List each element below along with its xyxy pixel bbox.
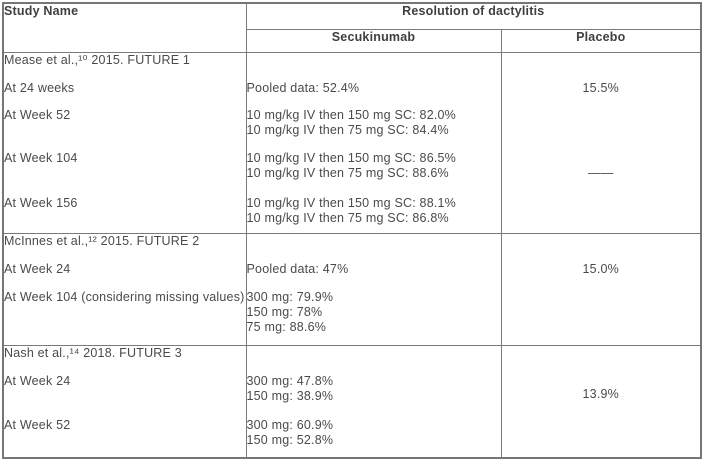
secukinumab-value-block: 10 mg/kg IV then 150 mg SC: 86.5% 10 mg/…	[247, 151, 501, 196]
secukinumab-value-block: 300 mg: 60.9% 150 mg: 52.8%	[247, 418, 501, 448]
placebo-value: 13.9%	[582, 386, 619, 401]
timepoint-label: At Week 156	[4, 195, 78, 210]
spacer	[247, 346, 501, 374]
secukinumab-value: Pooled data: 47%	[246, 261, 349, 276]
section-future2-placebo-column: 15.0%	[500, 232, 702, 346]
placebo-value: 15.5%	[582, 80, 619, 95]
secukinumab-value-block: 300 mg: 47.8% 150 mg: 38.9%	[247, 374, 501, 418]
section-future2-study-column: McInnes et al.,¹² 2015. FUTURE 2 At Week…	[2, 232, 247, 346]
timepoint-label: At Week 52	[4, 417, 71, 432]
section-future3: Nash et al.,¹⁴ 2018. FUTURE 3 At Week 24…	[2, 344, 702, 459]
secukinumab-value-line: 10 mg/kg IV then 75 mg SC: 88.6%	[246, 165, 449, 180]
study-title: McInnes et al.,¹² 2015. FUTURE 2	[4, 233, 200, 248]
secukinumab-value-block: 10 mg/kg IV then 150 mg SC: 82.0% 10 mg/…	[247, 108, 501, 151]
secukinumab-value-block: 10 mg/kg IV then 150 mg SC: 88.1% 10 mg/…	[247, 196, 501, 226]
section-future3-secukinumab-column: 300 mg: 47.8% 150 mg: 38.9% 300 mg: 60.9…	[245, 344, 502, 459]
table-header: Study Name Resolution of dactylitis Secu…	[2, 2, 702, 53]
secukinumab-value-line: 10 mg/kg IV then 75 mg SC: 86.8%	[246, 210, 449, 225]
timepoint-label: At Week 24	[4, 373, 71, 388]
secukinumab-value-line: 10 mg/kg IV then 150 mg SC: 88.1%	[246, 195, 456, 210]
secukinumab-value-line: 10 mg/kg IV then 150 mg SC: 86.5%	[246, 150, 456, 165]
placebo-value	[502, 108, 701, 151]
secukinumab-value-line: 75 mg: 88.6%	[246, 319, 327, 334]
secukinumab-value-line: 10 mg/kg IV then 150 mg SC: 82.0%	[246, 107, 456, 122]
placebo-value: 15.0%	[582, 261, 619, 276]
secukinumab-value: Pooled data: 52.4%	[246, 80, 360, 95]
timepoint-label: At Week 52	[4, 107, 71, 122]
timepoint-label: At Week 104 (considering missing values)	[4, 289, 245, 304]
section-future3-placebo-column: 13.9%	[500, 344, 702, 459]
secukinumab-value-line: 300 mg: 47.8%	[246, 373, 334, 388]
column-header-study-name: Study Name	[2, 2, 247, 53]
timepoint-label: At Week 24	[4, 261, 71, 276]
timepoint-label: At Week 104	[4, 150, 78, 165]
header-row-1: Study Name Resolution of dactylitis	[2, 2, 702, 53]
secukinumab-value-line: 10 mg/kg IV then 75 mg SC: 84.4%	[246, 122, 449, 137]
secukinumab-value-block: 300 mg: 79.9% 150 mg: 78% 75 mg: 88.6%	[247, 290, 501, 335]
section-future1-secukinumab-column: Pooled data: 52.4% 10 mg/kg IV then 150 …	[245, 51, 502, 234]
column-header-placebo: Placebo	[500, 28, 702, 53]
spacer	[502, 234, 701, 262]
section-future1-placebo-column: 15.5% ——	[500, 51, 702, 234]
secukinumab-value-line: 150 mg: 52.8%	[246, 432, 334, 447]
header-row-2: Secukinumab Placebo	[3, 28, 702, 53]
column-header-secukinumab: Secukinumab	[245, 28, 502, 53]
spacer	[502, 53, 701, 81]
spacer	[502, 346, 701, 374]
section-future1-study-column: Mease et al.,¹⁰ 2015. FUTURE 1 At 24 wee…	[2, 51, 247, 234]
study-title: Nash et al.,¹⁴ 2018. FUTURE 3	[4, 345, 182, 360]
section-future1: Mease et al.,¹⁰ 2015. FUTURE 1 At 24 wee…	[2, 51, 702, 234]
secukinumab-value-line: 300 mg: 79.9%	[246, 289, 334, 304]
section-future2-secukinumab-column: Pooled data: 47% 300 mg: 79.9% 150 mg: 7…	[245, 232, 502, 346]
secukinumab-value-line: 300 mg: 60.9%	[246, 417, 334, 432]
spacer	[247, 53, 501, 81]
secukinumab-value-line: 150 mg: 78%	[246, 304, 323, 319]
placebo-value-dash: ——	[588, 165, 614, 180]
column-group-header-resolution: Resolution of dactylitis	[245, 2, 702, 30]
timepoint-label: At 24 weeks	[4, 80, 75, 95]
study-title: Mease et al.,¹⁰ 2015. FUTURE 1	[4, 52, 191, 67]
spacer	[247, 234, 501, 262]
section-future3-study-column: Nash et al.,¹⁴ 2018. FUTURE 3 At Week 24…	[2, 344, 247, 459]
secukinumab-value-line: 150 mg: 38.9%	[246, 388, 334, 403]
section-future2: McInnes et al.,¹² 2015. FUTURE 2 At Week…	[2, 232, 702, 346]
